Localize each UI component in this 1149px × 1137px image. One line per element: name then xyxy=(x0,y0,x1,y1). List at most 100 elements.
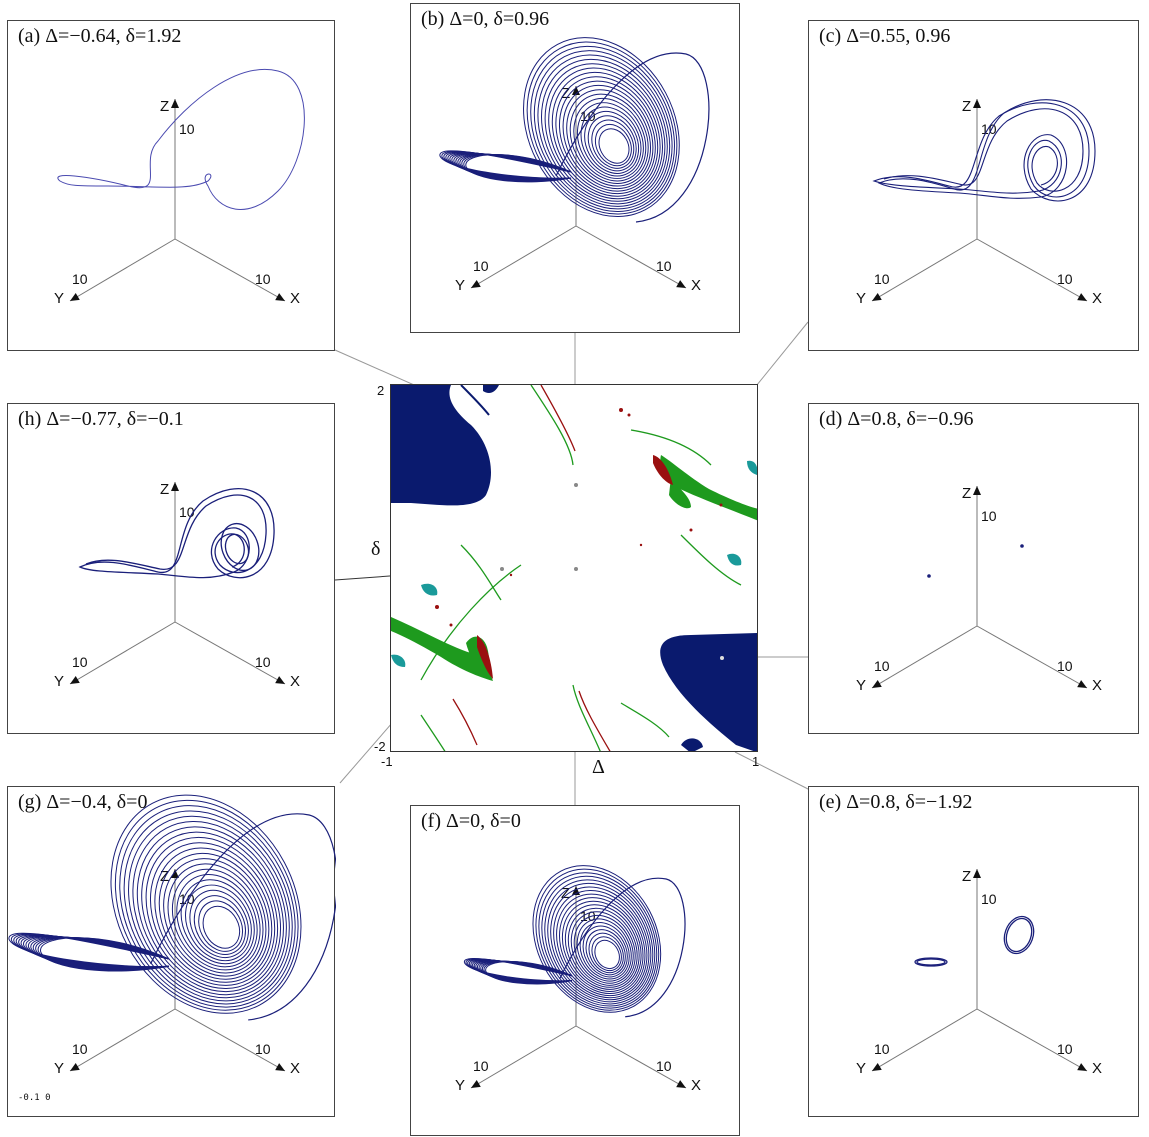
attractor-left-loop xyxy=(32,936,170,971)
attractor-left-loop xyxy=(459,153,572,182)
map-region-green-right xyxy=(660,455,757,521)
attractor-right-loop xyxy=(114,799,299,1011)
map-x-min-label: -1 xyxy=(381,754,393,769)
y-axis xyxy=(871,238,978,302)
attractor-right-loop xyxy=(547,882,652,1003)
x-tick-label: 10 xyxy=(656,258,672,274)
attractor-left-loop xyxy=(465,154,572,183)
attractor-left-loop xyxy=(457,153,572,181)
panel-f-trajectory xyxy=(463,865,686,1018)
y-tick-label: 10 xyxy=(874,1041,890,1057)
z-axis-arrow xyxy=(171,482,179,491)
map-specks xyxy=(435,408,723,627)
attractor-right-loop xyxy=(544,879,654,1005)
panel-g: (g) Δ=−0.4, δ=0 -0.1 0 Z 10 Y 10 X 10 xyxy=(7,786,336,1117)
x-axis-label: X xyxy=(691,277,701,294)
map-region-teal-right-2 xyxy=(747,460,757,475)
attractor-right-loop xyxy=(167,863,264,974)
map-region-green-right-2 xyxy=(669,477,691,509)
x-axis-arrow xyxy=(676,1080,686,1088)
x-axis xyxy=(174,621,286,685)
y-axis-arrow xyxy=(872,292,882,301)
x-axis-label: X xyxy=(691,1077,701,1094)
panel-h: (h) Δ=−0.77, δ=−0.1 Z 10 Y 10 X 10 xyxy=(7,403,335,734)
y-tick-label: 10 xyxy=(874,271,890,287)
z-axis-arrow xyxy=(973,869,981,878)
attractor-left-loop xyxy=(461,154,572,182)
z-axis-label: Z xyxy=(160,98,169,115)
map-x-symbol: Δ xyxy=(592,756,605,778)
attractor-right-loop xyxy=(533,50,673,210)
y-axis xyxy=(69,1008,176,1072)
attractor-left-loop xyxy=(18,935,170,968)
y-axis-arrow xyxy=(70,292,80,301)
attractor-outer-sweep xyxy=(150,813,336,1021)
map-region-stable-topleft-edge xyxy=(460,385,490,416)
panel-h-trajectory xyxy=(78,488,275,579)
panel-a-plot: Z 10 Y 10 X 10 xyxy=(54,69,305,307)
attractor-right-loop xyxy=(551,71,661,197)
attractor-right-loop xyxy=(570,911,636,986)
attractor-right-loop xyxy=(541,58,668,205)
attractor-right-loop xyxy=(193,895,246,955)
y-axis-label: Y xyxy=(455,1077,465,1094)
y-axis-label: Y xyxy=(54,673,64,690)
panel-b-trajectory xyxy=(439,37,710,223)
map-region-green-left xyxy=(391,617,493,681)
y-axis-arrow xyxy=(70,1062,80,1071)
attractor-right-loop xyxy=(587,115,637,172)
x-axis-label: X xyxy=(290,290,300,307)
x-tick-label: 10 xyxy=(1057,658,1073,674)
z-tick-label: 10 xyxy=(981,121,997,137)
panel-d-fixed-point-2 xyxy=(1020,544,1024,548)
attractor-right-loop xyxy=(561,900,642,992)
y-tick-label: 10 xyxy=(72,654,88,670)
y-tick-label: 10 xyxy=(874,658,890,674)
attractor-right-loop xyxy=(584,110,640,174)
z-axis-label: Z xyxy=(962,98,971,115)
z-tick-label: 10 xyxy=(981,508,997,524)
attractor-left-loop xyxy=(485,961,573,985)
attractor-left-loop xyxy=(13,933,170,968)
y-axis-arrow xyxy=(872,1062,882,1071)
panel-g-trajectory xyxy=(8,794,336,1021)
x-axis-label: X xyxy=(290,1060,300,1077)
attractor-left-loop xyxy=(20,935,170,969)
panel-c-trajectory xyxy=(872,99,1096,202)
attractor-right-loop xyxy=(123,810,293,1005)
attractor-right-loop xyxy=(171,868,261,971)
x-axis-arrow xyxy=(1077,680,1087,688)
parameter-map-plot xyxy=(391,385,757,751)
x-axis-label: X xyxy=(1092,290,1102,307)
attractor-right-loop xyxy=(141,831,282,993)
y-axis xyxy=(69,621,176,685)
attractor-right-loop xyxy=(530,45,675,212)
z-axis-label: Z xyxy=(160,481,169,498)
y-axis-arrow xyxy=(471,279,481,288)
z-axis-label: Z xyxy=(962,868,971,885)
attractor-right-loop xyxy=(198,900,244,952)
attractor-right-loop xyxy=(189,889,249,959)
z-axis-arrow xyxy=(973,486,981,495)
y-tick-label: 10 xyxy=(72,1041,88,1057)
connector-e xyxy=(734,751,811,791)
attractor-left-loop xyxy=(23,935,170,969)
x-axis xyxy=(174,1008,286,1072)
x-axis xyxy=(174,238,286,302)
attractor-right-loop xyxy=(180,879,255,965)
map-region-teal-left-2 xyxy=(391,654,406,667)
attractor-left-loop xyxy=(35,937,170,971)
attractor-left-loop xyxy=(455,153,572,181)
attractor-left-loop xyxy=(453,153,572,181)
attractor-right-loop xyxy=(185,884,252,962)
panel-h-plot: Z 10 Y 10 X 10 xyxy=(54,481,300,690)
attractor-left-loop xyxy=(463,154,572,182)
attractor-right-loop xyxy=(550,886,650,1001)
x-axis-arrow xyxy=(275,1063,285,1071)
attractor-right-loop xyxy=(538,872,658,1009)
panel-g-title: (g) Δ=−0.4, δ=0 xyxy=(18,791,148,813)
attractor-right-loop xyxy=(576,918,632,982)
attractor-right-loop xyxy=(556,893,646,997)
